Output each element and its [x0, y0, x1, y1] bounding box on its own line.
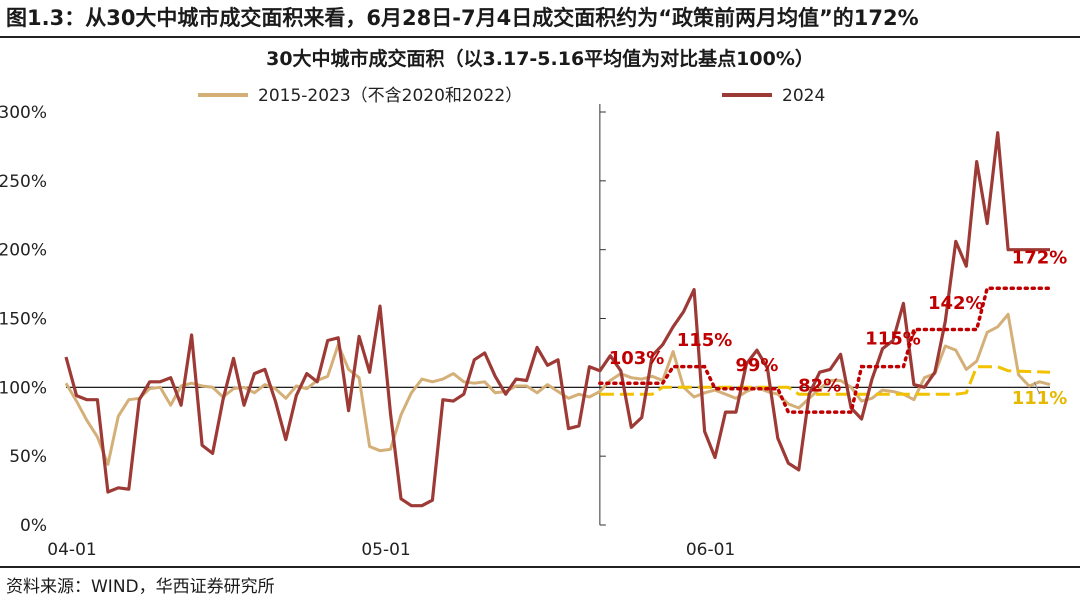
avg-label: 111%: [1012, 388, 1068, 409]
x-tick-label: 05-01: [361, 540, 410, 560]
avg-label: 82%: [798, 375, 841, 396]
plot-area: 103%115%99%82%115%142%172%111%: [64, 131, 1068, 508]
label-leader: [1033, 381, 1040, 395]
source-note: 资料来源：WIND，华西证券研究所: [6, 577, 275, 597]
legend-label-2024: 2024: [782, 86, 825, 106]
avg-label: 172%: [1012, 247, 1068, 268]
x-tick-label: 04-01: [47, 540, 96, 560]
y-tick-label: 0%: [20, 516, 47, 536]
chart-subtitle: 30大中城市成交面积（以3.17-5.16平均值为对比基点100%）: [266, 48, 814, 70]
chart-title: 图1.3：从30大中城市成交面积来看，6月28日-7月4日成交面积约为“政策前两…: [6, 6, 919, 30]
avg-line-2024: [598, 286, 1052, 414]
source-divider: [0, 566, 1080, 568]
y-tick-label: 150%: [0, 310, 47, 330]
y-tick-label: 200%: [0, 241, 47, 261]
avg-label: 115%: [677, 330, 733, 351]
legend: 2015-2023（不含2020和2022） 2024: [198, 86, 825, 106]
y-tick-label: 250%: [0, 172, 47, 192]
avg-label: 142%: [928, 293, 984, 314]
y-tick-label: 50%: [9, 447, 47, 467]
series-line-2024: [64, 131, 1050, 508]
x-tick-label: 06-01: [686, 540, 735, 560]
avg-label: 115%: [865, 329, 921, 350]
title-divider: [0, 36, 1080, 38]
series-line-hist: [64, 312, 1051, 466]
axes-group: 0% 50% 100% 150% 200% 250% 300% 04-01 05-01 06-01: [0, 103, 1050, 560]
avg-label: 103%: [609, 348, 665, 369]
avg-line-hist: [599, 365, 1051, 396]
y-tick-label: 300%: [0, 103, 47, 123]
y-tick-label: 100%: [0, 378, 47, 398]
avg-label: 99%: [735, 355, 778, 376]
legend-label-hist: 2015-2023（不含2020和2022）: [258, 86, 522, 106]
